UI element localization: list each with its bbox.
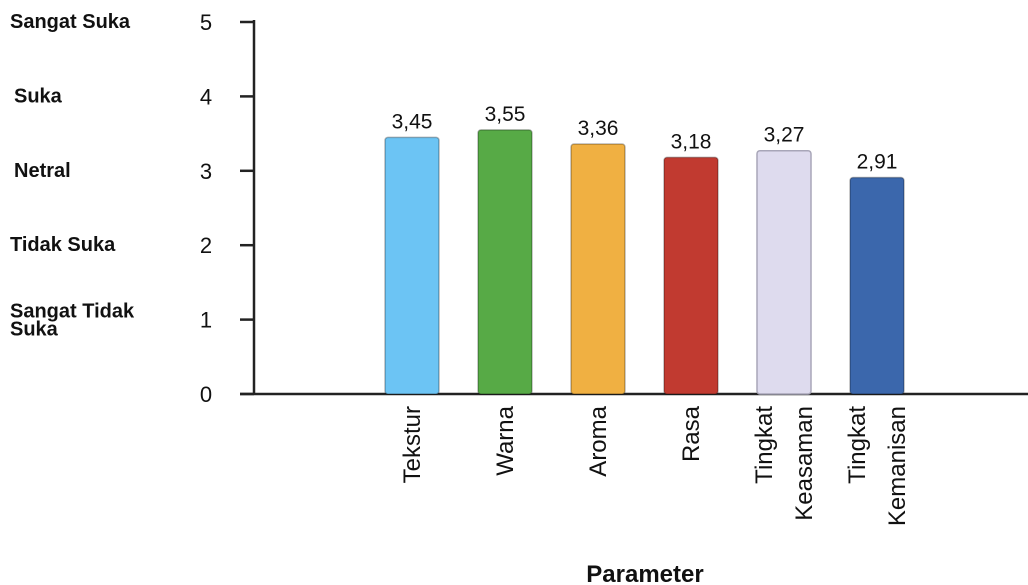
x-tick-label: Keasaman — [791, 406, 818, 521]
x-tick-label: Tekstur — [399, 406, 426, 483]
bar — [477, 129, 533, 395]
data-label: 3,27 — [764, 124, 805, 147]
bar — [663, 156, 719, 395]
scale-labels: Sangat Suka Suka Netral Tidak Suka Sangat Ti… — [10, 11, 135, 341]
x-tick-label: Tingkat — [751, 406, 778, 484]
y-axis-ticks: 0 1 2 3 4 5 — [200, 10, 254, 407]
x-tick-label: Aroma — [585, 405, 612, 476]
y-tick-label: 1 — [200, 308, 212, 333]
y-tick-label: 0 — [200, 382, 212, 407]
x-tick-label: Kemanisan — [884, 406, 911, 526]
scale-label-line: Suka — [14, 85, 63, 107]
scale-label-line: Suka — [10, 319, 59, 341]
scale-label-line: Sangat Tidak — [10, 301, 135, 323]
scale-label: Sangat Tidak Suka — [10, 301, 135, 341]
data-label: 3,45 — [392, 110, 433, 133]
scale-label: Sangat Suka — [10, 11, 131, 33]
data-label: 2,91 — [857, 150, 898, 173]
x-axis-title: Parameter — [586, 561, 703, 585]
data-label: 3,18 — [671, 130, 712, 153]
data-label: 3,55 — [485, 103, 526, 126]
scale-label: Suka — [14, 85, 63, 107]
y-tick-label: 4 — [200, 84, 212, 109]
x-tick-label: Rasa — [678, 405, 705, 462]
y-tick-label: 5 — [200, 10, 212, 35]
x-tick-label: Tingkat — [844, 406, 871, 484]
bar — [849, 176, 905, 395]
y-tick-label: 2 — [200, 233, 212, 258]
data-label: 3,36 — [578, 117, 619, 140]
bar — [570, 143, 626, 395]
scale-label-line: Netral — [14, 160, 71, 182]
data-labels: 3,45 3,55 3,36 3,18 3,27 2,91 — [392, 103, 898, 174]
y-tick-label: 3 — [200, 159, 212, 184]
bars — [384, 129, 905, 395]
scale-label-line: Sangat Suka — [10, 11, 131, 33]
x-tick-label: Warna — [492, 405, 519, 475]
bar — [384, 136, 440, 395]
x-axis-ticks: Tekstur Warna Aroma Rasa Tingkat Keasaman Ting… — [399, 405, 911, 526]
scale-label: Netral — [14, 160, 71, 182]
scale-label: Tidak Suka — [10, 234, 116, 256]
bar — [756, 149, 812, 395]
scale-label-line: Tidak Suka — [10, 234, 116, 256]
